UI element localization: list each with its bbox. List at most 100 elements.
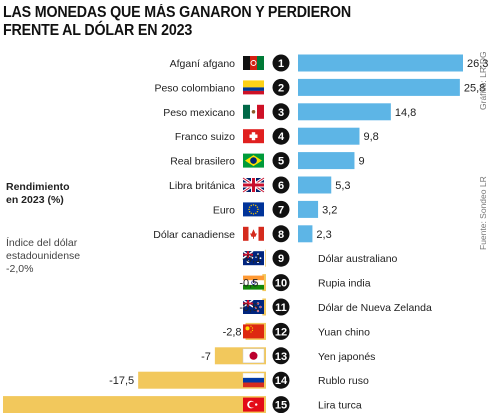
rank-number: 11 <box>275 302 287 314</box>
bar-loss <box>265 249 266 267</box>
switzerland-flag-icon <box>243 129 264 144</box>
rank-number: 1 <box>278 58 284 70</box>
eu-flag-icon-part <box>252 213 255 215</box>
bar-loss <box>262 298 266 316</box>
bar-row <box>243 127 360 145</box>
metric-legend: Rendimiento en 2023 (%) <box>6 181 70 207</box>
title-line-1: LAS MONEDAS QUE MÁS GANARON Y PERDIERON <box>3 4 352 21</box>
afghanistan-flag-icon-part <box>243 56 250 70</box>
category-label: Peso colombiano <box>154 82 235 94</box>
russia-flag-icon-part <box>242 373 265 379</box>
eu-flag-icon-part <box>255 204 257 207</box>
eu-flag-icon-part <box>256 210 259 213</box>
bar-gain <box>298 200 319 218</box>
rank-badge <box>272 200 290 218</box>
australia-flag-icon-part <box>243 253 253 256</box>
eu-flag-icon-part <box>252 204 255 206</box>
value-label: 14,8 <box>395 107 416 119</box>
rank-number: 7 <box>278 204 284 216</box>
rank-badge <box>272 298 290 316</box>
bar-gain <box>298 225 313 243</box>
eu-flag-icon-part <box>248 208 250 211</box>
turkey-flag-icon-part <box>255 403 258 406</box>
bar-gain <box>298 152 355 170</box>
metric-legend-line-1: Rendimiento <box>6 181 70 193</box>
value-label: 2,3 <box>316 229 331 241</box>
india-flag-icon-part <box>243 275 264 281</box>
value-label: 26,3 <box>467 58 488 70</box>
china-flag-icon <box>243 324 264 339</box>
mexico-flag-icon <box>243 104 264 119</box>
new-zealand-flag-icon-part <box>256 309 260 313</box>
russia-flag-icon-part <box>243 377 264 383</box>
dollar-index-value: -2,0% <box>6 263 34 275</box>
colombia-flag-icon-part <box>243 90 264 95</box>
rank-number: 3 <box>278 107 284 119</box>
japan-flag-icon-part <box>249 351 258 360</box>
value-label: 3,2 <box>322 204 337 216</box>
bar-row <box>3 396 290 413</box>
canada-flag-icon <box>243 226 264 241</box>
australia-flag-icon-part <box>259 257 262 260</box>
switzerland-flag-icon-part <box>249 134 258 138</box>
rank-badge <box>272 371 290 389</box>
value-label: -2,8 <box>223 326 242 338</box>
bar-gain <box>298 78 460 96</box>
value-label: 9,8 <box>363 131 378 143</box>
afghanistan-flag-icon-part <box>250 60 257 66</box>
rank-badge <box>272 274 290 292</box>
category-label: Lira turca <box>318 400 362 412</box>
colombia-flag-icon-part <box>243 80 264 88</box>
rank-number: 6 <box>278 180 284 192</box>
bar-row <box>243 200 319 218</box>
bar-loss <box>262 274 266 292</box>
uk-flag-icon-part <box>243 183 264 187</box>
eu-flag-icon-part <box>257 208 259 211</box>
rank-number: 14 <box>275 375 288 387</box>
afghanistan-flag-icon-part <box>250 56 257 70</box>
india-flag-icon-part <box>243 284 264 290</box>
canada-flag-icon-part <box>243 226 249 241</box>
canada-flag-icon-part <box>258 226 264 241</box>
mexico-flag-icon-part <box>257 104 264 119</box>
rank-badge <box>272 103 290 121</box>
uk-flag-icon <box>242 176 265 194</box>
category-label: Peso mexicano <box>163 107 235 119</box>
bar-row <box>243 54 463 72</box>
rank-number: 12 <box>275 326 287 338</box>
new-zealand-flag-icon-part <box>259 305 262 309</box>
china-flag-icon-part <box>250 325 252 327</box>
eu-flag-icon <box>243 202 264 217</box>
japan-flag-icon <box>242 348 265 364</box>
rank-number: 2 <box>278 82 284 94</box>
mexico-flag-icon-part <box>251 110 256 114</box>
value-label: -0,5 <box>239 302 258 314</box>
eu-flag-icon-part <box>248 210 251 213</box>
china-flag-icon-part <box>251 327 254 329</box>
rank-number: 8 <box>278 229 284 241</box>
eu-flag-icon-part <box>250 204 252 207</box>
rank-badge <box>272 152 290 170</box>
china-flag-icon-part <box>250 331 252 333</box>
chart-title: LAS MONEDAS QUE MÁS GANARON Y PERDIERON … <box>3 4 408 40</box>
category-label: Dólar australiano <box>318 253 398 265</box>
rank-number: 13 <box>275 351 287 363</box>
rank-number: 9 <box>278 253 284 265</box>
russia-flag-icon <box>242 373 265 388</box>
bar-row <box>242 298 290 316</box>
value-label: 9 <box>358 156 364 168</box>
bar-row <box>243 274 290 292</box>
russia-flag-icon-part <box>243 382 264 388</box>
bar-loss <box>138 371 266 389</box>
bar-gain <box>298 176 332 194</box>
australia-flag-icon-part <box>257 261 259 264</box>
eu-flag-icon-part <box>243 202 264 217</box>
bar-row <box>242 176 332 194</box>
metric-legend-line-2: en 2023 (%) <box>6 194 64 206</box>
category-label: Libra británica <box>169 180 235 192</box>
eu-flag-icon-part <box>255 212 257 214</box>
india-flag-icon-part <box>251 280 256 285</box>
turkey-flag-icon <box>243 397 264 412</box>
category-label: Franco suizo <box>175 131 235 143</box>
rank-badge <box>272 78 290 96</box>
